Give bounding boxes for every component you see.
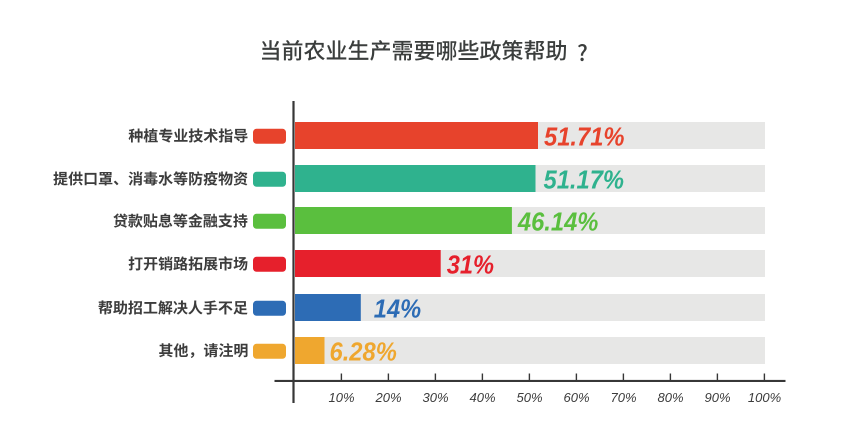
svg-text:40%: 40%: [469, 390, 495, 405]
svg-text:90%: 90%: [704, 390, 730, 405]
svg-text:60%: 60%: [563, 390, 589, 405]
svg-text:10%: 10%: [328, 390, 354, 405]
svg-text:100%: 100%: [748, 390, 781, 405]
svg-text:50%: 50%: [516, 390, 542, 405]
svg-text:51.71%: 51.71%: [544, 124, 625, 152]
svg-text:80%: 80%: [657, 390, 683, 405]
svg-text:30%: 30%: [422, 390, 448, 405]
svg-text:51.17%: 51.17%: [544, 167, 625, 195]
svg-text:46.14%: 46.14%: [517, 209, 598, 237]
svg-text:31%: 31%: [447, 252, 494, 280]
svg-text:20%: 20%: [374, 390, 401, 405]
svg-text:70%: 70%: [610, 390, 636, 405]
svg-text:14%: 14%: [374, 296, 421, 324]
svg-text:6.28%: 6.28%: [330, 339, 397, 367]
